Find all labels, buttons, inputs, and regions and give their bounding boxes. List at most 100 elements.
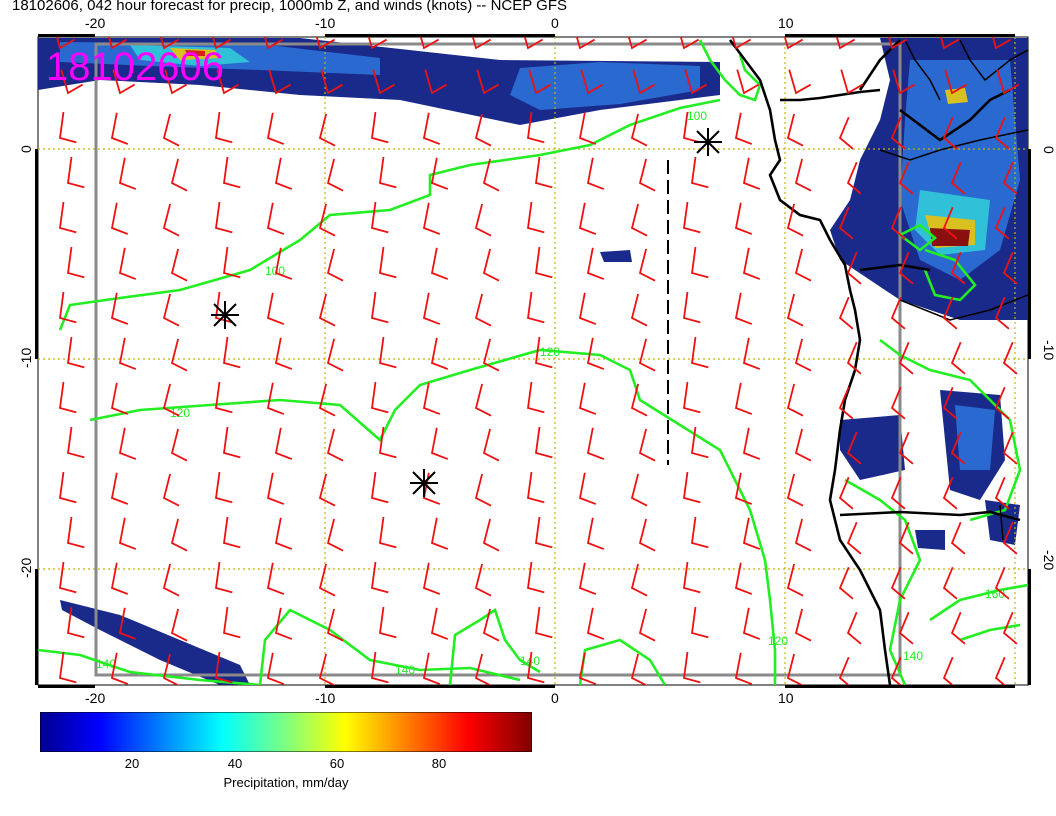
wind-barb <box>638 338 656 372</box>
wind-barb <box>482 518 500 552</box>
wind-barb <box>942 386 958 420</box>
wind-barb <box>162 293 180 327</box>
wind-barb <box>223 516 241 549</box>
lat-tick-label: -20 <box>1041 550 1056 570</box>
wind-barb <box>371 471 389 504</box>
wind-barb <box>170 518 188 552</box>
coastline <box>728 39 1021 685</box>
wind-barb <box>890 386 906 420</box>
map-title: 18102606, 042 hour forecast for precip, … <box>12 0 567 14</box>
wind-barb <box>734 382 753 415</box>
wind-barb <box>162 473 180 507</box>
wind-barb <box>471 37 492 50</box>
wind-barb <box>575 37 596 50</box>
wind-barb <box>379 156 397 189</box>
wind-barb <box>215 111 233 144</box>
wind-barb <box>742 517 761 550</box>
wind-barb <box>950 521 966 555</box>
wind-barb <box>367 37 388 50</box>
wind-barb <box>523 37 544 50</box>
lat-tick-label: 0 <box>1041 146 1056 154</box>
lat-lon-grid <box>38 37 1028 685</box>
wind-barb <box>110 112 129 145</box>
wind-barb <box>691 336 709 369</box>
wind-barb <box>170 248 188 282</box>
wind-barb <box>379 246 397 279</box>
wind-barb <box>67 336 85 369</box>
contour-label: 140 <box>395 663 415 677</box>
wind-barb <box>838 206 854 240</box>
wind-barb <box>318 653 336 685</box>
wind-barb <box>372 69 396 95</box>
lon-tick-label: -20 <box>85 15 105 31</box>
wind-barb <box>835 37 856 50</box>
wind-barb <box>422 562 441 595</box>
wind-barb <box>890 296 906 330</box>
lat-tick-label: -10 <box>1041 340 1056 360</box>
wind-barb <box>266 382 285 415</box>
wind-barb <box>580 69 604 95</box>
wind-barb <box>474 563 492 597</box>
wind-barb <box>535 426 553 459</box>
wind-barb <box>430 517 449 550</box>
wind-barb <box>742 427 761 460</box>
lat-tick-label: -10 <box>18 348 34 368</box>
wind-barb <box>944 69 968 95</box>
wind-barb <box>170 428 188 462</box>
wind-barb <box>786 383 804 417</box>
wind-barb <box>162 113 180 147</box>
wind-barb <box>683 381 701 414</box>
wind-barb <box>326 338 344 372</box>
wind-barb <box>266 652 285 685</box>
wind-barb <box>59 471 77 504</box>
wind-barb <box>691 516 709 549</box>
wind-barb <box>535 246 553 279</box>
wind-barb <box>430 337 449 370</box>
wind-barb <box>578 292 597 325</box>
wind-barb <box>638 428 656 462</box>
wind-barb <box>430 427 449 460</box>
wind-barb <box>786 473 804 507</box>
wind-barb <box>110 382 129 415</box>
wind-barb <box>107 37 128 50</box>
wind-barb <box>1002 251 1018 285</box>
wind-barb <box>794 248 812 282</box>
wind-barb <box>994 206 1010 240</box>
wind-barb <box>684 69 708 95</box>
colorbar-tick-labels: 20 40 60 80 <box>40 756 532 776</box>
wind-barb <box>476 69 500 95</box>
wind-barb <box>266 292 285 325</box>
wind-barb <box>318 113 336 147</box>
lat-ticks: 0 -10 -20 0 -10 -20 <box>18 145 1056 685</box>
lon-tick-label: -10 <box>315 15 335 31</box>
wind-barb <box>1002 611 1018 645</box>
wind-barb <box>118 247 137 280</box>
wind-barb <box>578 382 597 415</box>
wind-barb <box>950 251 966 285</box>
wind-barb <box>527 381 545 414</box>
wind-barb <box>630 653 648 685</box>
wind-barb <box>838 476 854 510</box>
wind-barb <box>430 157 449 190</box>
wind-barb <box>838 296 854 330</box>
wind-barb <box>59 111 77 144</box>
contour-label: 120 <box>540 345 560 359</box>
wind-barb <box>162 653 180 685</box>
wind-barb <box>942 296 958 330</box>
wind-barb <box>112 69 136 95</box>
lon-tick-label: 10 <box>778 690 794 706</box>
wind-barb <box>162 563 180 597</box>
wind-barb <box>318 473 336 507</box>
wind-barb <box>1002 341 1018 375</box>
wind-barb <box>162 203 180 237</box>
wind-barb <box>67 516 85 549</box>
wind-barb <box>371 561 389 594</box>
wind-barb <box>266 472 285 505</box>
wind-barb <box>846 611 862 645</box>
wind-barb <box>110 562 129 595</box>
height-contours <box>38 39 1028 685</box>
wind-barb <box>994 566 1010 600</box>
wind-barb <box>55 37 76 50</box>
wind-barb <box>379 516 397 549</box>
wind-barb <box>586 157 605 190</box>
